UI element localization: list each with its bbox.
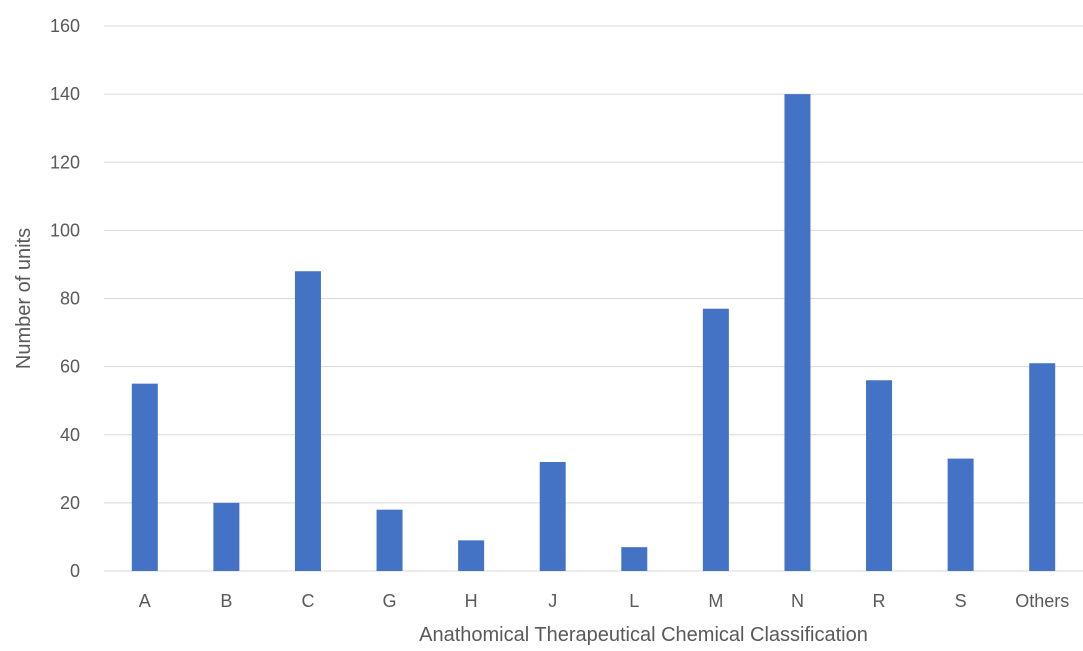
x-tick-label: N — [791, 591, 804, 611]
x-tick-label: L — [629, 591, 639, 611]
y-tick-label: 40 — [60, 425, 80, 445]
y-tick-label: 140 — [50, 84, 80, 104]
bar-s — [947, 458, 974, 571]
bar-c — [294, 271, 321, 571]
x-tick-label: Others — [1015, 591, 1069, 611]
bar-g — [376, 509, 403, 571]
y-tick-label: 120 — [50, 152, 80, 172]
bar-others — [1029, 363, 1056, 571]
x-tick-label: J — [548, 591, 557, 611]
y-tick-label: 60 — [60, 357, 80, 377]
y-tick-label: 20 — [60, 493, 80, 513]
bar-a — [131, 383, 158, 571]
y-tick-label: 0 — [70, 561, 80, 581]
y-tick-label: 160 — [50, 16, 80, 36]
bar-b — [213, 502, 240, 571]
x-tick-label: H — [465, 591, 478, 611]
y-axis-tick-labels: 0 20 40 60 80 100 120 140 160 — [50, 16, 80, 581]
bar-l — [621, 547, 648, 571]
bar-n — [784, 94, 811, 571]
bar-r — [866, 380, 893, 571]
x-tick-label: M — [708, 591, 723, 611]
y-tick-label: 100 — [50, 220, 80, 240]
bar-h — [458, 540, 485, 571]
x-axis-tick-labels: A B C G H J L M N R S Others — [139, 591, 1069, 611]
x-axis-title: Anathomical Therapeutical Chemical Class… — [419, 624, 868, 646]
x-tick-label: S — [955, 591, 967, 611]
y-axis-title: Number of units — [13, 228, 35, 369]
y-tick-label: 80 — [60, 289, 80, 309]
bar-j — [539, 462, 566, 571]
x-tick-label: R — [873, 591, 886, 611]
x-tick-label: G — [383, 591, 397, 611]
bar-m — [702, 308, 729, 571]
gridlines — [104, 25, 1083, 572]
x-tick-label: B — [220, 591, 232, 611]
x-tick-label: C — [301, 591, 314, 611]
bars — [131, 94, 1056, 571]
x-tick-label: A — [139, 591, 151, 611]
